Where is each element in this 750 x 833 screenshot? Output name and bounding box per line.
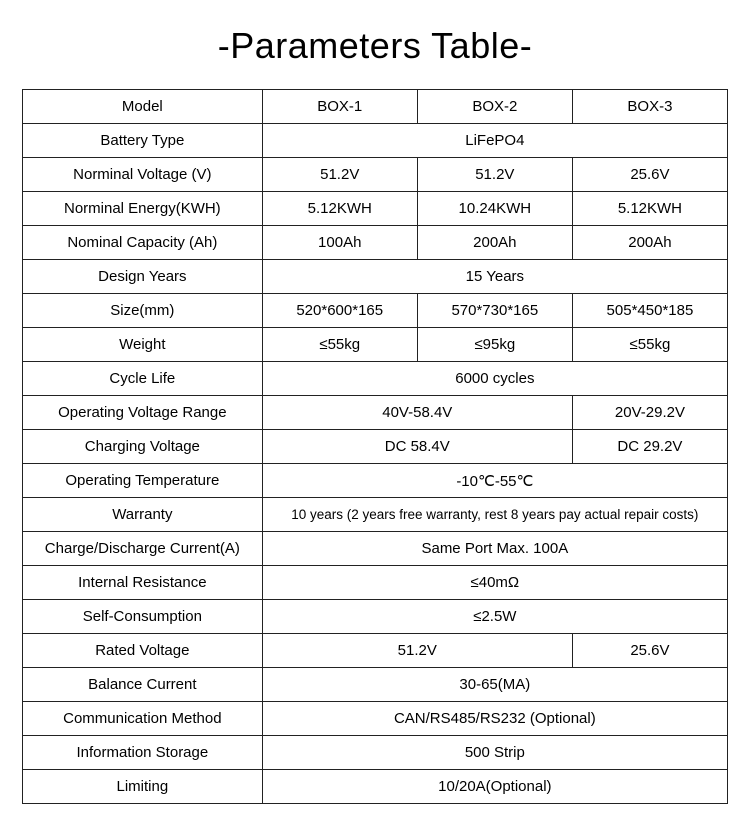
cell-value: CAN/RS485/RS232 (Optional) <box>262 702 727 736</box>
row-size: Size(mm) 520*600*165 570*730*165 505*450… <box>23 294 728 328</box>
cell-value: BOX-3 <box>572 90 727 124</box>
cell-value: 10/20A(Optional) <box>262 770 727 804</box>
cell-label: Weight <box>23 328 263 362</box>
row-model: Model BOX-1 BOX-2 BOX-3 <box>23 90 728 124</box>
cell-value: ≤40mΩ <box>262 566 727 600</box>
cell-label: Battery Type <box>23 124 263 158</box>
cell-value: 20V-29.2V <box>572 396 727 430</box>
row-cycle-life: Cycle Life 6000 cycles <box>23 362 728 396</box>
cell-value: BOX-1 <box>262 90 417 124</box>
table-container: Model BOX-1 BOX-2 BOX-3 Battery Type LiF… <box>0 89 750 804</box>
cell-value: 200Ah <box>417 226 572 260</box>
row-balance-current: Balance Current 30-65(MA) <box>23 668 728 702</box>
cell-value: 15 Years <box>262 260 727 294</box>
row-weight: Weight ≤55kg ≤95kg ≤55kg <box>23 328 728 362</box>
row-internal-resistance: Internal Resistance ≤40mΩ <box>23 566 728 600</box>
page-title: -Parameters Table- <box>0 0 750 89</box>
row-rated-voltage: Rated Voltage 51.2V 25.6V <box>23 634 728 668</box>
cell-label: Balance Current <box>23 668 263 702</box>
parameters-table: Model BOX-1 BOX-2 BOX-3 Battery Type LiF… <box>22 89 728 804</box>
row-nominal-voltage: Norminal Voltage (V) 51.2V 51.2V 25.6V <box>23 158 728 192</box>
cell-value: BOX-2 <box>417 90 572 124</box>
cell-label: Communication Method <box>23 702 263 736</box>
cell-value: DC 58.4V <box>262 430 572 464</box>
cell-value: 51.2V <box>262 634 572 668</box>
row-warranty: Warranty 10 years (2 years free warranty… <box>23 498 728 532</box>
cell-value: 200Ah <box>572 226 727 260</box>
cell-value: 505*450*185 <box>572 294 727 328</box>
cell-label: Internal Resistance <box>23 566 263 600</box>
cell-label: Size(mm) <box>23 294 263 328</box>
cell-label: Self-Consumption <box>23 600 263 634</box>
cell-value: 5.12KWH <box>572 192 727 226</box>
row-charging-voltage: Charging Voltage DC 58.4V DC 29.2V <box>23 430 728 464</box>
cell-value: 51.2V <box>417 158 572 192</box>
cell-value: Same Port Max. 100A <box>262 532 727 566</box>
cell-label: Charge/Discharge Current(A) <box>23 532 263 566</box>
cell-value: 10.24KWH <box>417 192 572 226</box>
cell-value: 500 Strip <box>262 736 727 770</box>
cell-label: Norminal Energy(KWH) <box>23 192 263 226</box>
cell-value: 570*730*165 <box>417 294 572 328</box>
row-charge-discharge: Charge/Discharge Current(A) Same Port Ma… <box>23 532 728 566</box>
cell-label: Information Storage <box>23 736 263 770</box>
row-info-storage: Information Storage 500 Strip <box>23 736 728 770</box>
cell-label: Operating Voltage Range <box>23 396 263 430</box>
cell-value: 6000 cycles <box>262 362 727 396</box>
row-op-temperature: Operating Temperature -10℃-55℃ <box>23 464 728 498</box>
cell-label: Norminal Voltage (V) <box>23 158 263 192</box>
cell-label: Nominal Capacity (Ah) <box>23 226 263 260</box>
cell-value: ≤55kg <box>262 328 417 362</box>
cell-label: Cycle Life <box>23 362 263 396</box>
cell-label: Charging Voltage <box>23 430 263 464</box>
cell-label: Operating Temperature <box>23 464 263 498</box>
row-op-voltage-range: Operating Voltage Range 40V-58.4V 20V-29… <box>23 396 728 430</box>
row-design-years: Design Years 15 Years <box>23 260 728 294</box>
cell-value: -10℃-55℃ <box>262 464 727 498</box>
cell-label: Rated Voltage <box>23 634 263 668</box>
cell-value: 25.6V <box>572 158 727 192</box>
cell-value: 51.2V <box>262 158 417 192</box>
cell-value: 25.6V <box>572 634 727 668</box>
cell-label: Limiting <box>23 770 263 804</box>
cell-value: 30-65(MA) <box>262 668 727 702</box>
row-nominal-energy: Norminal Energy(KWH) 5.12KWH 10.24KWH 5.… <box>23 192 728 226</box>
row-comm-method: Communication Method CAN/RS485/RS232 (Op… <box>23 702 728 736</box>
cell-value: ≤2.5W <box>262 600 727 634</box>
cell-label: Model <box>23 90 263 124</box>
cell-value: 520*600*165 <box>262 294 417 328</box>
cell-value: 5.12KWH <box>262 192 417 226</box>
cell-value: 10 years (2 years free warranty, rest 8 … <box>262 498 727 532</box>
cell-value: DC 29.2V <box>572 430 727 464</box>
row-battery-type: Battery Type LiFePO4 <box>23 124 728 158</box>
cell-value: ≤55kg <box>572 328 727 362</box>
row-nominal-capacity: Nominal Capacity (Ah) 100Ah 200Ah 200Ah <box>23 226 728 260</box>
row-self-consumption: Self-Consumption ≤2.5W <box>23 600 728 634</box>
cell-value: ≤95kg <box>417 328 572 362</box>
cell-label: Warranty <box>23 498 263 532</box>
cell-value: 100Ah <box>262 226 417 260</box>
cell-value: LiFePO4 <box>262 124 727 158</box>
row-limiting: Limiting 10/20A(Optional) <box>23 770 728 804</box>
cell-label: Design Years <box>23 260 263 294</box>
cell-value: 40V-58.4V <box>262 396 572 430</box>
